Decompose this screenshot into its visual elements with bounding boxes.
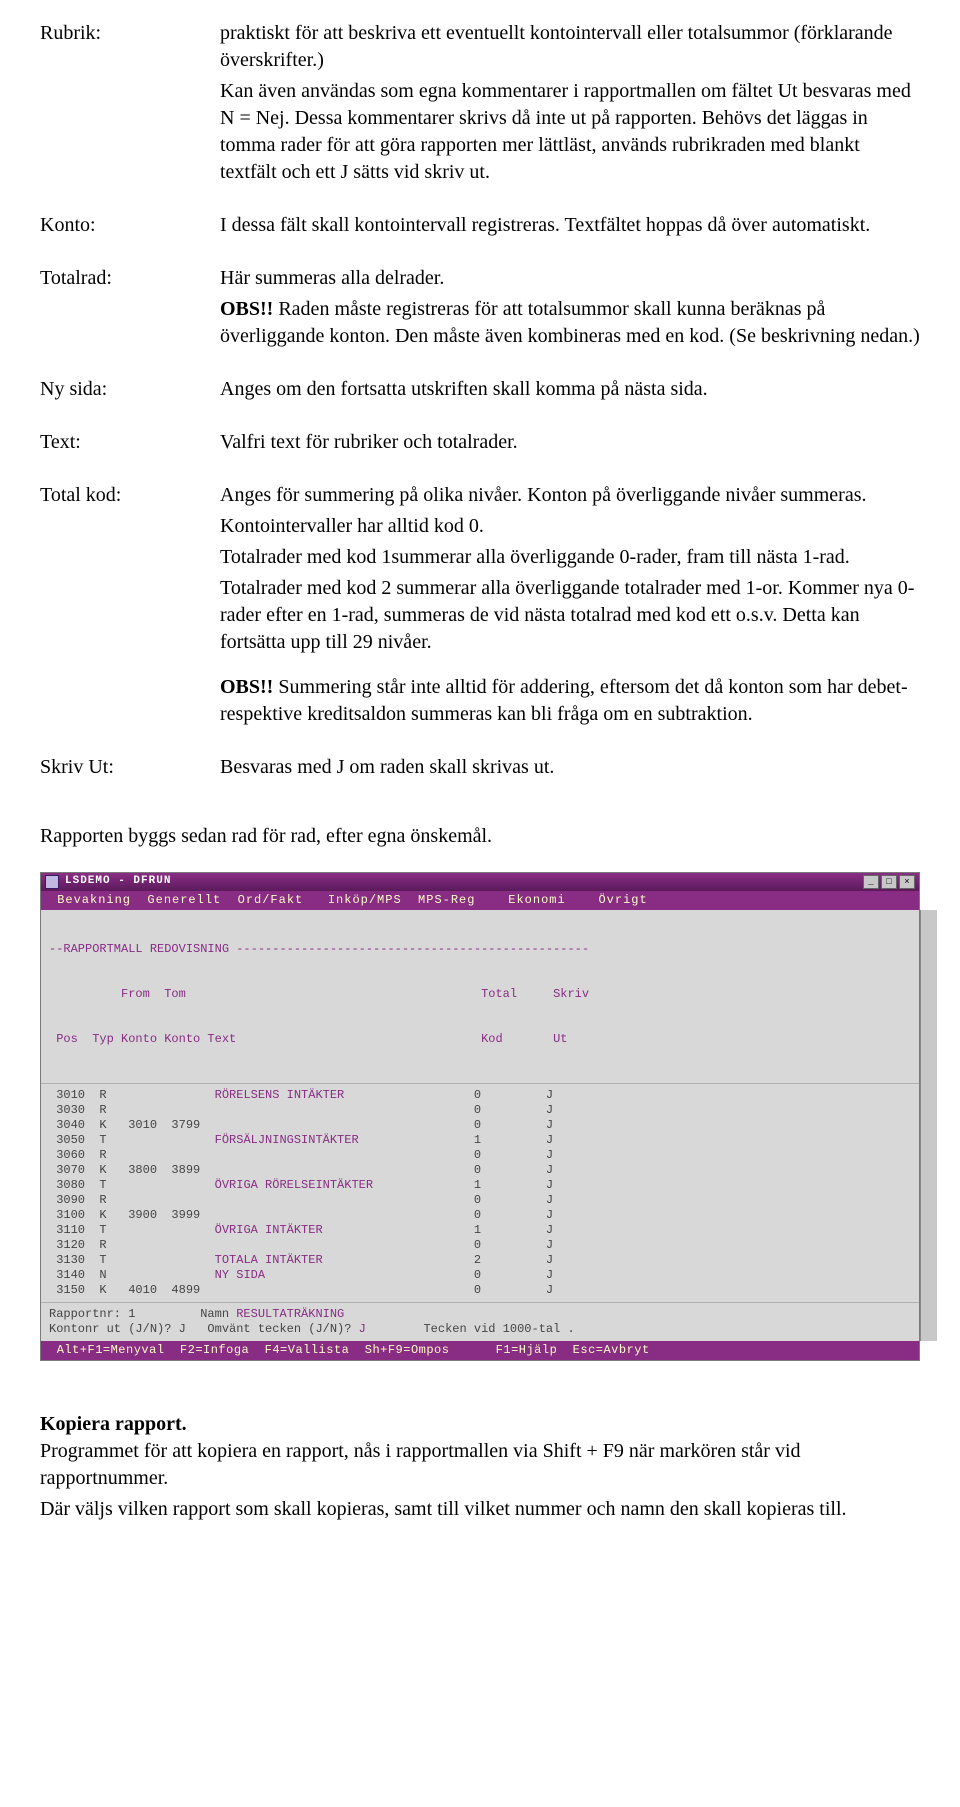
- terminal-row: 3030 R 0 J: [49, 1103, 911, 1118]
- text-body: Valfri text för rubriker och totalrader.: [220, 429, 920, 482]
- kopiera-section: Kopiera rapport. Programmet för att kopi…: [40, 1411, 920, 1523]
- rubrik-p2: Kan även användas som egna kommentarer i…: [220, 78, 920, 186]
- terminal-row: 3090 R 0 J: [49, 1193, 911, 1208]
- totalkod-p4: Totalrader med kod 2 summerar alla överl…: [220, 575, 920, 656]
- terminal-row: 3100 K 3900 3999 0 J: [49, 1208, 911, 1223]
- terminal-body: --RAPPORTMALL REDOVISNING --------------…: [41, 910, 919, 1341]
- window-buttons: _ □ ×: [863, 875, 915, 889]
- terminal-foot-l1: Rapportnr: 1 Namn RESULTATRÄKNING: [49, 1307, 911, 1322]
- totalrad-p2-wrap: OBS!! Raden måste registreras för att to…: [220, 296, 920, 350]
- nysida-p1: Anges om den fortsatta utskriften skall …: [220, 376, 920, 403]
- totalrad-body: Här summeras alla delrader. OBS!! Raden …: [220, 265, 920, 376]
- totalkod-p2: Kontointervaller har alltid kod 0.: [220, 513, 920, 540]
- terminal-row: 3080 T ÖVRIGA RÖRELSEINTÄKTER 1 J: [49, 1178, 911, 1193]
- close-button[interactable]: ×: [899, 875, 915, 889]
- terminal-row: 3040 K 3010 3799 0 J: [49, 1118, 911, 1133]
- totalkod-p5: Summering står inte alltid för addering,…: [220, 676, 908, 725]
- terminal-window: LSDEMO - DFRUN _ □ × Bevakning Generellt…: [40, 872, 920, 1361]
- rubrik-p1: praktiskt för att beskriva ett eventuell…: [220, 20, 920, 74]
- totalkod-p5-wrap: OBS!! Summering står inte alltid för add…: [220, 674, 920, 728]
- terminal-row: 3140 N NY SIDA 0 J: [49, 1268, 911, 1283]
- terminal-row: 3130 T TOTALA INTÄKTER 2 J: [49, 1253, 911, 1268]
- totalkod-p3: Totalrader med kod 1summerar alla överli…: [220, 544, 920, 571]
- totalrad-label: Totalrad:: [40, 265, 220, 376]
- kopiera-heading: Kopiera rapport.: [40, 1411, 920, 1438]
- konto-body: I dessa fält skall kontointervall regist…: [220, 212, 920, 265]
- terminal-row: 3050 T FÖRSÄLJNINGSINTÄKTER 1 J: [49, 1133, 911, 1148]
- terminal-rows: 3010 R RÖRELSENS INTÄKTER 0 J 3030 R 0 J…: [41, 1084, 919, 1302]
- text-p1: Valfri text för rubriker och totalrader.: [220, 429, 920, 456]
- terminal-row: 3110 T ÖVRIGA INTÄKTER 1 J: [49, 1223, 911, 1238]
- nysida-body: Anges om den fortsatta utskriften skall …: [220, 376, 920, 429]
- terminal-foot-l2: Kontonr ut (J/N)? J Omvänt tecken (J/N)?…: [49, 1322, 911, 1337]
- terminal-menubar[interactable]: Bevakning Generellt Ord/Fakt Inköp/MPS M…: [41, 891, 919, 910]
- terminal-title: LSDEMO - DFRUN: [65, 875, 863, 889]
- terminal-row: 3150 K 4010 4899 0 J: [49, 1283, 911, 1298]
- terminal-row: 3010 R RÖRELSENS INTÄKTER 0 J: [49, 1088, 911, 1103]
- terminal-titlebar: LSDEMO - DFRUN _ □ ×: [41, 873, 919, 891]
- terminal-row: 3070 K 3800 3899 0 J: [49, 1163, 911, 1178]
- text-label: Text:: [40, 429, 220, 482]
- kopiera-p1: Programmet för att kopiera en rapport, n…: [40, 1438, 920, 1492]
- terminal-head-l3: Pos Typ Konto Konto Text Kod Ut: [49, 1032, 911, 1047]
- terminal-row: 3120 R 0 J: [49, 1238, 911, 1253]
- totalkod-obs: OBS!!: [220, 676, 273, 698]
- system-menu-icon[interactable]: [45, 875, 59, 889]
- terminal-head-l2: From Tom Total Skriv: [49, 987, 911, 1002]
- totalrad-p1: Här summeras alla delrader.: [220, 265, 920, 292]
- konto-label: Konto:: [40, 212, 220, 265]
- totalrad-p2: Raden måste registreras för att totalsum…: [220, 298, 920, 347]
- rubrik-body: praktiskt för att beskriva ett eventuell…: [220, 20, 920, 212]
- terminal-header: --RAPPORTMALL REDOVISNING --------------…: [41, 910, 919, 1084]
- terminal-statusbar: Alt+F1=Menyval F2=Infoga F4=Vallista Sh+…: [41, 1341, 919, 1360]
- terminal-row: 3060 R 0 J: [49, 1148, 911, 1163]
- totalrad-obs: OBS!!: [220, 298, 273, 320]
- terminal-footer: Rapportnr: 1 Namn RESULTATRÄKNING Konton…: [41, 1302, 919, 1341]
- skrivut-label: Skriv Ut:: [40, 754, 220, 807]
- terminal-head-l1: --RAPPORTMALL REDOVISNING --------------…: [49, 942, 911, 957]
- totalkod-body: Anges för summering på olika nivåer. Kon…: [220, 482, 920, 754]
- totalkod-label: Total kod:: [40, 482, 220, 754]
- nysida-label: Ny sida:: [40, 376, 220, 429]
- maximize-button[interactable]: □: [881, 875, 897, 889]
- definitions-table: Rubrik: praktiskt för att beskriva ett e…: [40, 20, 920, 807]
- konto-p1: I dessa fält skall kontointervall regist…: [220, 212, 920, 239]
- kopiera-p2: Där väljs vilken rapport som skall kopie…: [40, 1496, 920, 1523]
- totalkod-p1: Anges för summering på olika nivåer. Kon…: [220, 482, 920, 509]
- minimize-button[interactable]: _: [863, 875, 879, 889]
- closing-line: Rapporten byggs sedan rad för rad, efter…: [40, 823, 920, 850]
- rubrik-label: Rubrik:: [40, 20, 220, 212]
- skrivut-body: Besvaras med J om raden skall skrivas ut…: [220, 754, 920, 807]
- skrivut-p1: Besvaras med J om raden skall skrivas ut…: [220, 754, 920, 781]
